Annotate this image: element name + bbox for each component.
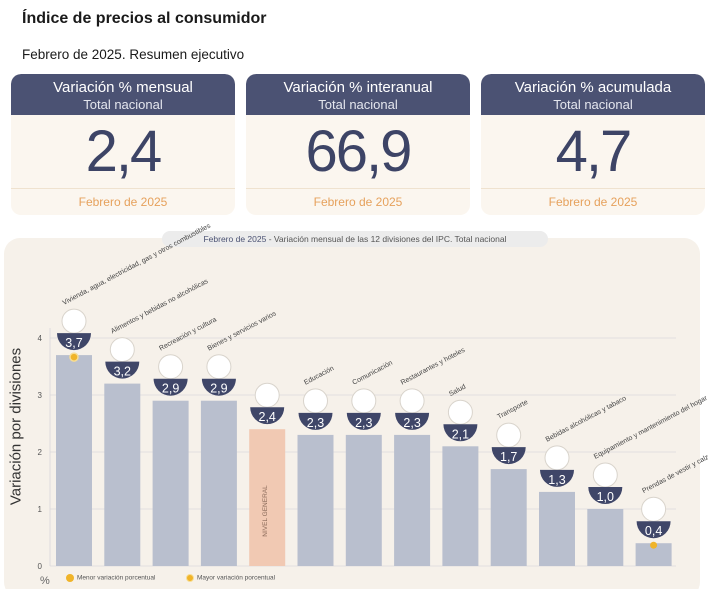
bar — [635, 543, 672, 566]
data-label: 2,3 — [307, 416, 324, 430]
x-tick-label: NIVEL GENERAL — [262, 485, 269, 537]
value-badge — [636, 521, 671, 539]
lightbulb-icon — [61, 308, 87, 334]
card-value: 2,4 — [85, 119, 163, 184]
bus-icon — [496, 422, 522, 448]
legend-min-dot — [66, 574, 74, 582]
notebook-icon — [303, 388, 328, 414]
card-title: Variación % mensual — [53, 79, 193, 96]
card-subtitle: Total nacional — [553, 97, 633, 112]
y-tick-label: 2 — [38, 448, 43, 457]
x-tick-label: Salud — [448, 383, 467, 398]
y-tick-label: 3 — [38, 391, 43, 400]
value-badge — [395, 412, 430, 430]
value-badge — [443, 424, 478, 442]
data-label: 2,3 — [403, 416, 420, 430]
y-tick-label: 0 — [38, 562, 43, 571]
bar — [442, 446, 479, 566]
beach-umbrella-icon — [158, 354, 184, 380]
data-label: 1,3 — [548, 473, 565, 487]
bar — [56, 355, 92, 566]
x-tick-label: Transporte — [496, 399, 529, 421]
wine-bottle-icon — [544, 445, 570, 471]
shopping-cart-icon — [254, 382, 280, 408]
x-tick-label: Educación — [303, 365, 335, 387]
min-marker — [650, 541, 658, 549]
chart-title: Febrero de 2025 - Variación mensual de l… — [162, 231, 548, 247]
value-badge — [105, 361, 140, 379]
card-header: Variación % acumulada Total nacional — [481, 74, 705, 115]
mobile-phone-icon — [351, 388, 377, 414]
card-header: Variación % interanual Total nacional — [246, 74, 470, 115]
bar — [297, 434, 334, 566]
air-conditioner-icon — [592, 462, 618, 488]
value-badge — [250, 407, 285, 425]
x-tick-label: Restaurantes y hoteles — [400, 347, 467, 387]
y-axis-unit: % — [40, 575, 50, 587]
bar — [394, 434, 431, 566]
page-title: Índice de precios al consumidor — [22, 10, 267, 27]
chart-title-prefix: Febrero de 2025 — [203, 234, 267, 244]
value-badge — [346, 412, 381, 430]
card-title: Variación % interanual — [283, 79, 433, 96]
legend-max: Mayor variación porcentual — [186, 574, 275, 582]
data-label: 3,7 — [65, 336, 82, 350]
bar — [104, 383, 141, 566]
data-label: 2,4 — [259, 410, 276, 424]
legend-max-label: Mayor variación porcentual — [197, 574, 276, 582]
y-tick-label: 4 — [38, 334, 43, 343]
bar — [200, 400, 237, 566]
page-subtitle: Febrero de 2025. Resumen ejecutivo — [22, 47, 245, 62]
value-badge — [298, 412, 333, 430]
first-aid-icon — [447, 399, 473, 425]
value-badge — [153, 378, 188, 396]
t-shirt-icon — [641, 496, 667, 522]
card-accumulated-variation: Variación % acumulada Total nacional 4,7… — [481, 74, 705, 215]
x-tick-label: Bebidas alcohólicas y tabaco — [545, 395, 628, 444]
cutlery-icon — [399, 388, 425, 414]
food-basket-icon — [109, 337, 135, 363]
card-subtitle: Total nacional — [83, 97, 163, 112]
data-label: 1,0 — [597, 490, 614, 504]
card-monthly-variation: Variación % mensual Total nacional 2,4 F… — [11, 74, 235, 215]
card-value: 4,7 — [555, 119, 633, 184]
legend-min-label: Menor variación porcentual — [77, 574, 156, 582]
bar — [249, 429, 286, 566]
bar — [152, 400, 189, 566]
bar — [539, 491, 575, 566]
card-subtitle: Total nacional — [318, 97, 398, 112]
value-badge — [588, 487, 623, 504]
x-tick-label: Bienes y servicios varios — [207, 310, 278, 352]
data-label: 2,3 — [355, 416, 372, 430]
card-header: Variación % mensual Total nacional — [11, 74, 235, 115]
bar — [345, 434, 382, 566]
x-tick-label: Comunicación — [351, 360, 394, 387]
card-value: 66,9 — [305, 119, 413, 184]
chart-title-text: - Variación mensual de las 12 divisiones… — [266, 234, 507, 244]
value-badge — [540, 469, 574, 487]
bar — [587, 509, 624, 566]
data-label: 0,4 — [645, 524, 662, 538]
brushes-icon — [206, 354, 232, 380]
data-label: 1,7 — [500, 450, 517, 464]
card-title: Variación % acumulada — [514, 79, 672, 96]
card-annual-variation: Variación % interanual Total nacional 66… — [246, 74, 470, 215]
card-footer: Febrero de 2025 — [246, 188, 470, 215]
data-label: 2,1 — [452, 427, 469, 441]
card-footer: Febrero de 2025 — [481, 188, 705, 215]
x-tick-label: Prendas de vestir y calzado — [641, 448, 708, 495]
value-badge — [57, 333, 91, 351]
max-marker — [69, 352, 79, 362]
card-footer: Febrero de 2025 — [11, 188, 235, 215]
legend-min: Menor variación porcentual — [66, 574, 155, 582]
value-badge — [491, 447, 526, 465]
legend-max-dot — [186, 574, 194, 582]
value-badge — [201, 378, 236, 396]
data-label: 2,9 — [162, 382, 179, 396]
bar — [490, 469, 527, 566]
y-tick-label: 1 — [38, 505, 43, 514]
data-label: 3,2 — [114, 365, 131, 379]
data-label: 2,9 — [210, 382, 227, 396]
